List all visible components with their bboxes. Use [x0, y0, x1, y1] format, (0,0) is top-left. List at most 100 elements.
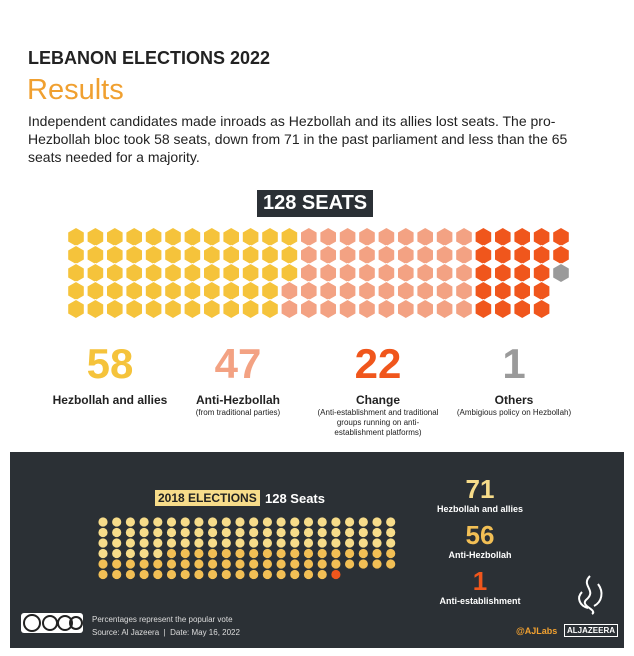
seat — [164, 280, 182, 302]
seat-2018 — [180, 527, 190, 538]
seat — [416, 226, 434, 248]
seat — [144, 298, 163, 320]
seat — [300, 298, 318, 320]
seat-2018 — [276, 527, 286, 538]
seat-2018 — [125, 538, 135, 548]
seat-2018 — [125, 559, 135, 569]
seat-2018 — [194, 569, 204, 580]
seat — [552, 226, 570, 248]
seat — [552, 244, 570, 266]
seat-2018 — [249, 548, 259, 559]
seat — [86, 244, 105, 266]
seat — [261, 298, 279, 320]
seat — [261, 226, 279, 248]
seat-2018 — [317, 569, 327, 580]
seat-2018 — [180, 548, 190, 559]
seat — [86, 280, 105, 302]
seat-2018 — [235, 538, 245, 548]
seat-2018 — [153, 548, 163, 559]
group-name: Others — [494, 393, 534, 407]
seat — [397, 298, 415, 320]
seat-2018 — [139, 538, 149, 548]
seat — [222, 298, 240, 320]
seat — [358, 262, 376, 284]
seat — [125, 262, 143, 284]
seat — [241, 226, 260, 248]
seat-2018 — [180, 517, 190, 527]
seat-2018 — [153, 538, 163, 548]
seat — [203, 280, 221, 302]
seat-2018 — [235, 569, 245, 580]
seat-2018 — [303, 527, 314, 538]
seat-2018 — [372, 548, 382, 559]
seat — [494, 262, 512, 284]
seats-2018: 128 Seats — [265, 491, 325, 506]
seat-2018 — [317, 527, 327, 538]
seat — [183, 226, 202, 248]
seat — [338, 226, 357, 248]
seat — [106, 226, 124, 248]
seat-2018 — [372, 559, 382, 569]
seat-2018 — [194, 527, 204, 538]
seat-2018 — [98, 538, 108, 548]
seat — [222, 280, 240, 302]
seat-2018 — [166, 559, 177, 569]
seat — [67, 226, 85, 248]
seat — [106, 298, 124, 320]
seat-2018 — [208, 527, 218, 538]
seat-2018 — [221, 538, 231, 548]
seat — [261, 280, 279, 302]
seat — [144, 226, 163, 248]
seat-2018 — [98, 559, 108, 569]
seat — [280, 298, 299, 320]
seat-2018 — [386, 538, 396, 548]
seat — [377, 262, 396, 284]
seat — [338, 244, 357, 266]
seat — [164, 244, 182, 266]
seat — [319, 280, 337, 302]
seat — [377, 244, 396, 266]
seat-2018 — [208, 538, 218, 548]
seat — [397, 280, 415, 302]
seat — [203, 262, 221, 284]
seat — [106, 280, 124, 302]
seat-2018 — [358, 538, 368, 548]
seat — [203, 226, 221, 248]
seat-2018 — [112, 559, 122, 569]
seat — [106, 244, 124, 266]
seat — [435, 262, 454, 284]
seat-2018 — [331, 517, 341, 527]
seat-2018 — [276, 538, 286, 548]
seat — [203, 298, 221, 320]
seat — [435, 280, 454, 302]
seat-2018 — [125, 527, 135, 538]
seat — [455, 226, 473, 248]
description: Independent candidates made inroads as H… — [28, 113, 568, 165]
seat — [358, 226, 376, 248]
seat — [435, 226, 454, 248]
seat — [125, 244, 143, 266]
footer-note: Percentages represent the popular vote — [92, 615, 233, 624]
seat — [338, 262, 357, 284]
seat — [144, 280, 163, 302]
seat-2018 — [221, 517, 231, 527]
seat-2018 — [331, 569, 341, 580]
seat-2018 — [290, 538, 300, 548]
seat — [183, 262, 202, 284]
seat-2018 — [98, 569, 108, 580]
seat — [241, 244, 260, 266]
seat — [455, 298, 473, 320]
dot-grid — [98, 517, 396, 580]
seat-2018 — [317, 559, 327, 569]
seat-2018 — [372, 527, 382, 538]
seat — [300, 262, 318, 284]
seat-2018 — [317, 517, 327, 527]
seat-2018 — [139, 548, 149, 559]
seat — [494, 298, 512, 320]
seat-2018 — [358, 548, 368, 559]
seat — [125, 226, 143, 248]
seat-2018 — [386, 527, 396, 538]
seat — [513, 262, 531, 284]
seat-2018 — [166, 548, 177, 559]
seat — [86, 262, 105, 284]
